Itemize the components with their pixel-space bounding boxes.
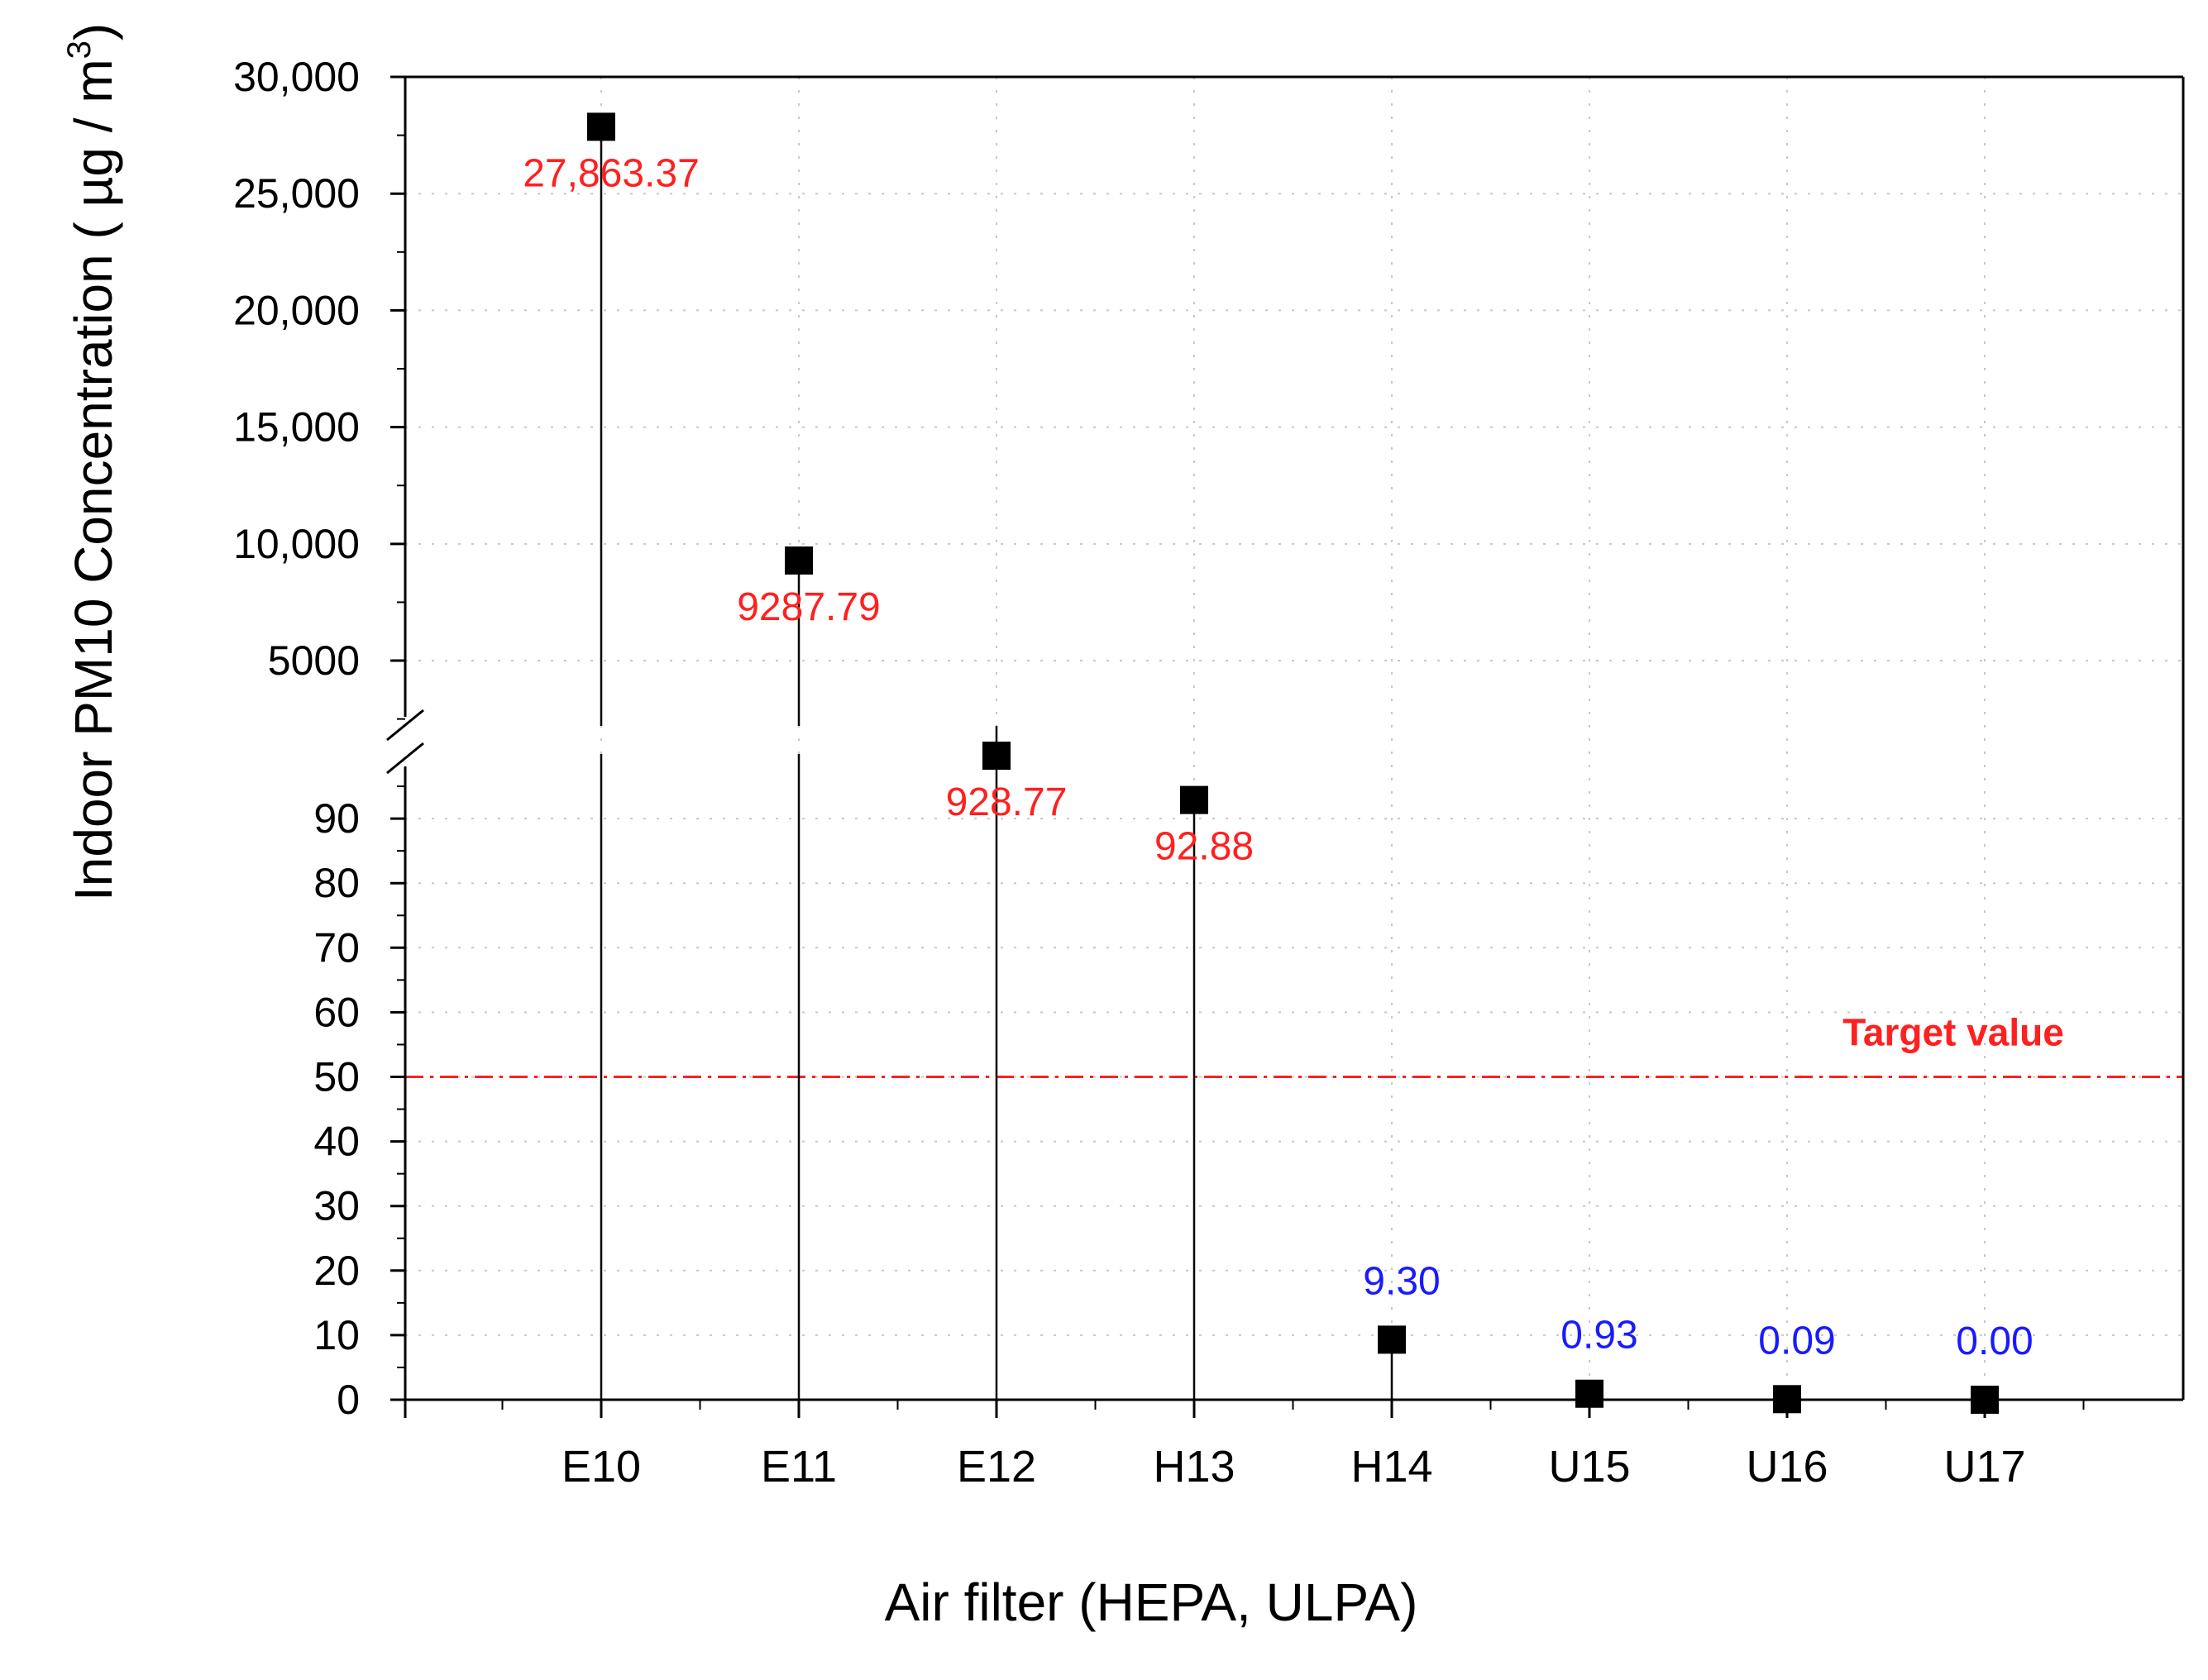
x-tick-label: U17	[1943, 1442, 2025, 1491]
target-value-label: Target value	[1842, 1011, 2064, 1054]
data-point-e12	[982, 742, 1011, 771]
y-tick-label: 30,000	[233, 54, 360, 100]
axis-break-mark	[386, 709, 424, 742]
data-point-u16	[1773, 1385, 1801, 1414]
data-label-e11: 9287.79	[737, 585, 881, 629]
y-axis-title: Indoor PM10 Concentration ( µg / m3)	[61, 23, 123, 901]
y-tick-label: 0	[337, 1377, 360, 1423]
x-tick-label: H13	[1153, 1442, 1235, 1491]
grid	[405, 76, 2183, 1400]
y-tick-label: 50	[313, 1054, 360, 1100]
y-tick-label: 60	[313, 989, 360, 1035]
y-tick-label: 30	[313, 1183, 360, 1229]
target-value-line-group: Target value	[405, 1011, 2183, 1078]
data-point-u15	[1575, 1379, 1603, 1408]
svg-text:Indoor PM10 Concentration ( µg: Indoor PM10 Concentration ( µg / m3)	[61, 23, 123, 901]
stems	[600, 126, 1789, 1400]
markers	[587, 112, 1999, 1414]
y-tick-label: 20	[313, 1248, 360, 1294]
plot-frame	[386, 75, 2185, 1401]
data-point-e10	[587, 112, 615, 141]
y-tick-label: 70	[313, 924, 360, 971]
y-tick-label: 15,000	[233, 404, 360, 451]
y-tick-label: 20,000	[233, 287, 360, 333]
y-tick-label: 90	[313, 795, 360, 842]
data-point-h13	[1180, 785, 1208, 814]
x-axis-ticks: E10 E11 E12 H13 H14 U15 U16 U17	[404, 1400, 2085, 1491]
y-axis-title-main: Indoor PM10 Concentration ( µg / m	[64, 59, 123, 901]
data-point-u17	[1971, 1386, 1999, 1414]
x-tick-label: E10	[562, 1442, 641, 1491]
data-point-e11	[785, 546, 813, 575]
data-label-h13: 92.88	[1154, 825, 1254, 869]
y-axis-title-sup: 3	[61, 41, 98, 59]
data-label-e12: 928.77	[946, 780, 1068, 824]
x-tick-label: U16	[1746, 1442, 1828, 1491]
y-tick-label: 10	[313, 1312, 360, 1358]
y-axis-ticks: 0 10 20 30 40 50 60 70 80 90 5000 10,000 15,000 20,00…	[233, 54, 405, 1423]
y-axis-title-close: )	[64, 23, 123, 41]
data-label-u17: 0.00	[1956, 1320, 2033, 1363]
data-label-h14: 9.30	[1363, 1259, 1440, 1303]
x-tick-label: E11	[761, 1442, 837, 1491]
x-tick-label: E12	[957, 1442, 1036, 1491]
y-tick-label: 80	[313, 860, 360, 906]
y-tick-label: 10,000	[233, 521, 360, 567]
x-tick-label: U15	[1548, 1442, 1630, 1491]
data-label-u15: 0.93	[1560, 1314, 1637, 1358]
x-axis-title: Air filter (HEPA, ULPA)	[885, 1573, 1418, 1632]
y-tick-label: 25,000	[233, 170, 360, 217]
data-label-u16: 0.09	[1758, 1319, 1835, 1363]
y-tick-label: 5000	[268, 637, 360, 684]
y-tick-label: 40	[313, 1119, 360, 1165]
data-label-e10: 27,863.37	[523, 151, 700, 195]
axis-break-mark	[386, 742, 424, 775]
x-tick-label: H14	[1350, 1442, 1432, 1491]
data-labels: 27,863.37 9287.79 928.77 92.88 9.30 0.93 0.09 0…	[523, 151, 2033, 1363]
data-point-h14	[1378, 1325, 1406, 1354]
